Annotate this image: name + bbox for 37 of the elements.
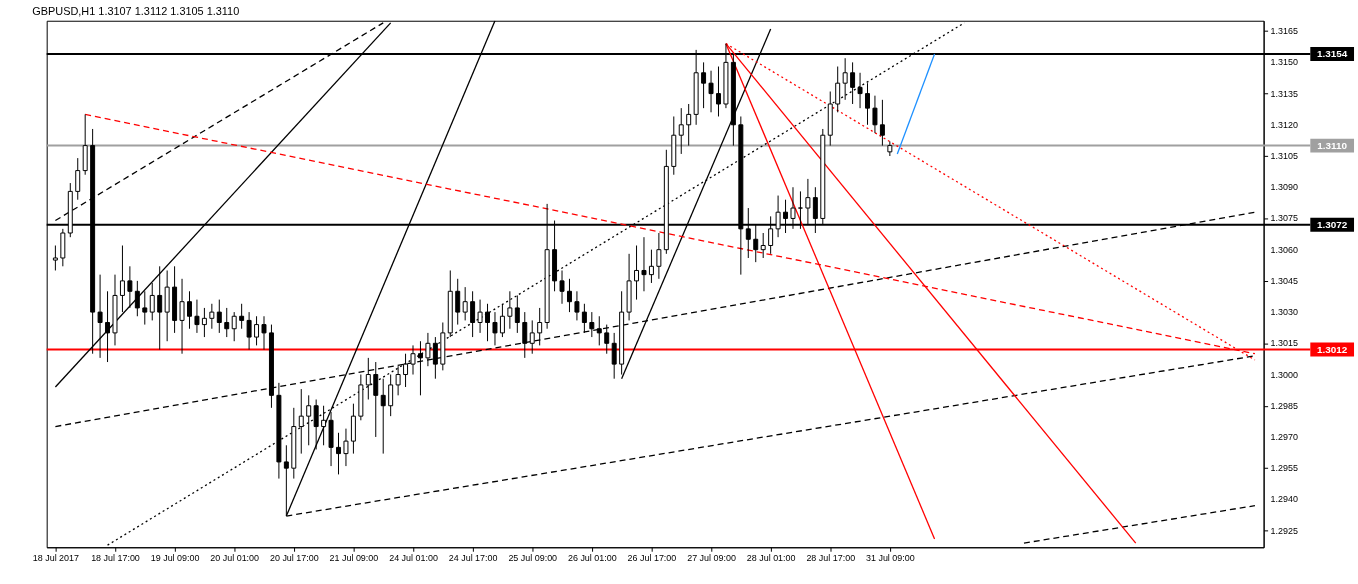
x-tick-label: 20 Jul 01:00 <box>210 552 260 563</box>
y-tick-label: 1.3165 <box>1270 26 1298 37</box>
ref-line-label: 1.3110 <box>1317 139 1348 151</box>
chart-title: GBPUSD,H1 1.3107 1.3112 1.3105 1.3110 <box>32 4 240 17</box>
x-tick-label: 28 Jul 01:00 <box>746 552 796 563</box>
y-tick-label: 1.3075 <box>1270 213 1298 224</box>
y-tick-label: 1.3105 <box>1270 150 1298 161</box>
x-tick-label: 26 Jul 17:00 <box>627 552 677 563</box>
y-tick-label: 1.3090 <box>1270 182 1298 193</box>
y-tick-label: 1.3000 <box>1270 369 1298 380</box>
y-tick-label: 1.3030 <box>1270 307 1298 318</box>
x-tick-label: 28 Jul 17:00 <box>806 552 856 563</box>
x-tick-label: 21 Jul 09:00 <box>329 552 379 563</box>
x-tick-label: 25 Jul 09:00 <box>508 552 558 563</box>
y-tick-label: 1.3060 <box>1270 244 1298 255</box>
x-tick-label: 18 Jul 2017 <box>32 552 80 563</box>
y-tick-label: 1.2925 <box>1270 525 1298 536</box>
y-tick-label: 1.2955 <box>1270 463 1298 474</box>
x-tick-label: 26 Jul 01:00 <box>567 552 617 563</box>
y-tick-label: 1.2985 <box>1270 400 1298 411</box>
y-tick-label: 1.2970 <box>1270 431 1298 442</box>
y-tick-label: 1.3120 <box>1270 119 1298 130</box>
y-tick-label: 1.3045 <box>1270 275 1298 286</box>
x-tick-label: 24 Jul 17:00 <box>448 552 498 563</box>
ref-line-label: 1.3072 <box>1316 218 1348 230</box>
x-tick-label: 19 Jul 09:00 <box>150 552 200 563</box>
x-tick-label: 18 Jul 17:00 <box>91 552 140 563</box>
ref-line-label: 1.3154 <box>1316 48 1348 60</box>
y-tick-label: 1.3135 <box>1270 88 1298 99</box>
x-tick-label: 24 Jul 01:00 <box>389 552 438 563</box>
x-tick-label: 31 Jul 09:00 <box>866 552 915 563</box>
ref-line-label: 1.3012 <box>1316 343 1348 355</box>
y-tick-label: 1.3015 <box>1270 338 1298 349</box>
x-tick-label: 27 Jul 09:00 <box>687 552 736 563</box>
x-tick-label: 20 Jul 17:00 <box>269 552 319 563</box>
y-tick-label: 1.2940 <box>1270 494 1298 505</box>
y-tick-label: 1.3150 <box>1270 57 1298 68</box>
